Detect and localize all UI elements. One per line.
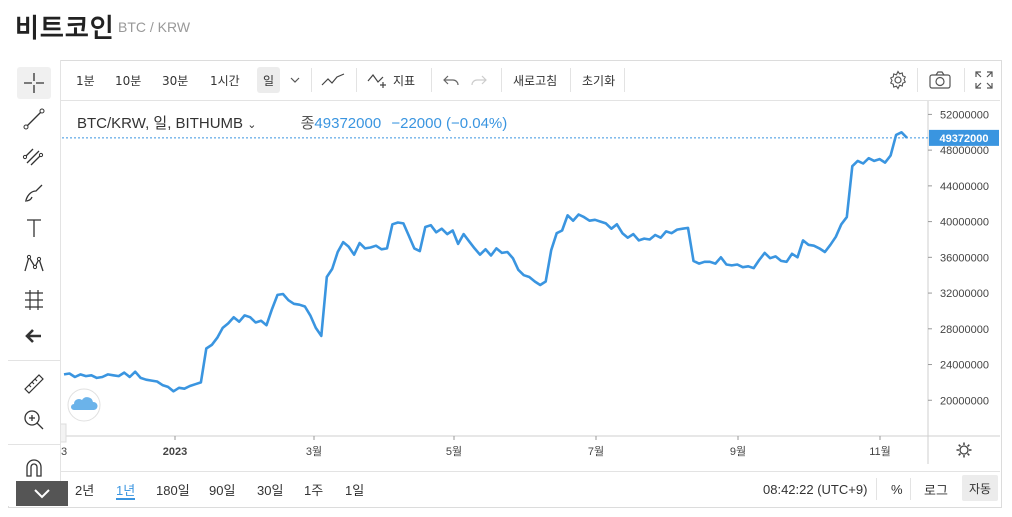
magnet-icon[interactable] <box>17 453 51 485</box>
price-line[interactable] <box>63 131 908 393</box>
y-tick-label: 20000000 <box>940 395 989 407</box>
fib-retracement-icon[interactable] <box>17 140 51 172</box>
chart-toolbar: 1분 10분 30분 1시간 일 지표 새로고침 초기화 <box>61 60 1000 101</box>
y-tick-label: 36000000 <box>940 252 989 264</box>
auto-scale-toggle[interactable]: 자동 <box>962 475 998 501</box>
range-1d[interactable]: 1일 <box>345 482 365 498</box>
indicator-button[interactable]: 지표 <box>367 60 415 100</box>
y-tick-label: 28000000 <box>940 324 989 336</box>
refresh-button[interactable]: 새로고침 <box>513 73 558 88</box>
x-tick-label: 9월 <box>730 445 746 458</box>
cloud-icon <box>71 397 98 410</box>
price-change: −22000 (−0.04%) <box>391 115 508 132</box>
percent-scale-toggle[interactable]: % <box>891 481 903 497</box>
y-tick-label: 44000000 <box>940 181 989 193</box>
last-price-badge-label: 49372000 <box>940 133 989 145</box>
back-arrow-icon[interactable] <box>17 320 51 352</box>
x-tick-label: 2023 <box>163 446 187 458</box>
x-tick-label: 11월 <box>869 445 891 458</box>
range-30d[interactable]: 30일 <box>257 482 284 498</box>
last-price-badge <box>929 129 999 146</box>
redo-icon[interactable] <box>471 60 487 100</box>
y-tick-label: 24000000 <box>940 360 989 372</box>
x-tick-label: 3월 <box>306 445 322 458</box>
interval-10m[interactable]: 10분 <box>115 73 142 88</box>
page-title: 비트코인 <box>15 14 115 44</box>
prediction-icon[interactable] <box>17 284 51 316</box>
gear-icon[interactable] <box>888 60 908 100</box>
indicator-icon <box>367 74 386 88</box>
x-tick-label: 3 <box>61 446 67 458</box>
close-value: 49372000 <box>314 115 382 132</box>
trendline-icon[interactable] <box>17 103 51 135</box>
range-bar: 2년 1년 180일 90일 30일 1주 1일 08:42:22 (UTC+9… <box>61 471 1000 507</box>
drawing-toolbar <box>8 60 68 506</box>
chevron-down-icon[interactable] <box>16 481 68 506</box>
x-tick-label: 7월 <box>588 445 604 458</box>
axis-settings-icon[interactable] <box>956 442 972 458</box>
symbol-selector[interactable]: BTC/KRW, 일, BITHUMB ⌄ <box>77 115 257 132</box>
interval-30m[interactable]: 30분 <box>162 73 189 88</box>
y-tick-label: 48000000 <box>940 145 989 157</box>
y-tick-label: 40000000 <box>940 217 989 229</box>
camera-icon[interactable] <box>929 60 951 100</box>
y-tick-label: 52000000 <box>940 109 989 121</box>
interval-day[interactable]: 일 <box>257 67 281 93</box>
close-label: 종 <box>300 115 315 132</box>
zoom-icon[interactable] <box>17 404 51 436</box>
y-tick-label: 32000000 <box>940 288 989 300</box>
undo-icon[interactable] <box>443 60 459 100</box>
interval-1m[interactable]: 1분 <box>76 73 95 88</box>
x-tick-label: 5월 <box>446 445 462 458</box>
range-90d[interactable]: 90일 <box>209 482 236 498</box>
range-180d[interactable]: 180일 <box>156 482 190 498</box>
reset-button[interactable]: 초기화 <box>582 73 616 88</box>
pattern-icon[interactable] <box>17 248 51 280</box>
fullscreen-icon[interactable] <box>975 60 993 100</box>
crosshair-icon[interactable] <box>17 67 51 99</box>
chart-type-icon[interactable] <box>321 60 345 100</box>
ruler-icon[interactable] <box>17 368 51 400</box>
chart-legend: BTC/KRW, 일, BITHUMB ⌄ 종49372000 −22000 (… <box>77 112 507 133</box>
page-subtitle: BTC / KRW <box>118 19 191 35</box>
interval-1h[interactable]: 1시간 <box>210 73 240 88</box>
brush-icon[interactable] <box>17 177 51 209</box>
clock-time: 08:42:22 (UTC+9) <box>763 481 868 497</box>
range-2y[interactable]: 2년 <box>75 482 95 498</box>
range-1w[interactable]: 1주 <box>304 482 324 498</box>
text-tool-icon[interactable] <box>17 212 51 244</box>
chevron-down-icon[interactable] <box>290 60 300 100</box>
range-1y[interactable]: 1년 <box>116 472 136 506</box>
log-scale-toggle[interactable]: 로그 <box>924 482 948 498</box>
indicator-label: 지표 <box>393 73 416 88</box>
